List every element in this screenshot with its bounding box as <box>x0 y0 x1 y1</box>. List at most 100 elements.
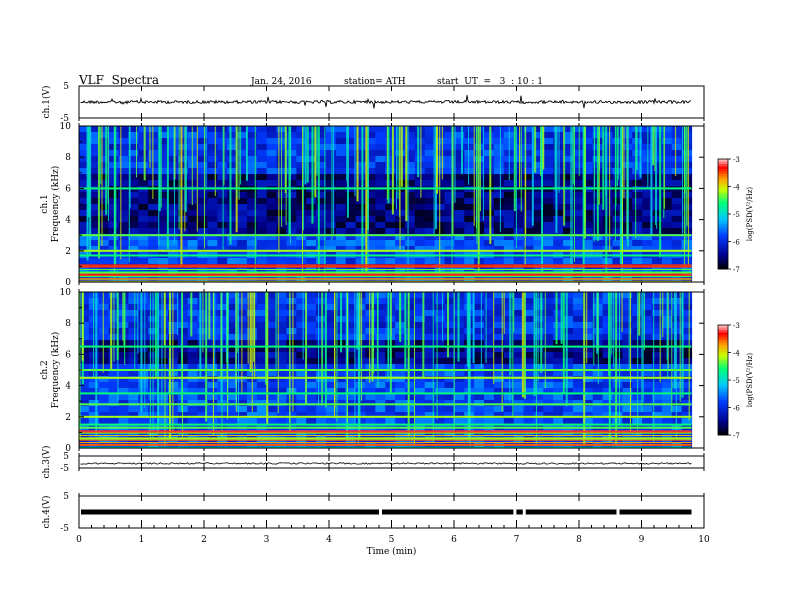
spectrogram-cell <box>128 394 139 401</box>
spectrogram-cell <box>227 234 238 241</box>
spectrogram-cell <box>681 388 693 395</box>
spectrogram-cell <box>642 204 653 211</box>
sferic-streak <box>208 292 211 340</box>
sferic-streak <box>493 292 495 385</box>
spectrogram-cell <box>128 418 139 425</box>
band-line <box>79 254 692 257</box>
spectrogram-cell <box>227 246 238 253</box>
spectrogram-cell <box>493 138 505 145</box>
sferic-streak <box>365 126 368 272</box>
spectrogram-cell <box>513 168 525 175</box>
band-line <box>79 278 692 280</box>
sferic-streak <box>673 292 676 389</box>
sferic-streak <box>371 292 374 382</box>
band-line <box>79 403 692 406</box>
sferic-streak <box>387 126 390 204</box>
spectrogram-cell <box>651 222 663 229</box>
spectrogram-cell <box>493 156 505 163</box>
colorbar-step <box>718 251 728 255</box>
spectrogram-cell <box>513 364 525 371</box>
spectrogram-cell <box>355 138 367 145</box>
spectrogram-cell <box>582 246 594 253</box>
spectrogram-cell <box>365 126 376 133</box>
spectrogram-cell <box>286 132 297 139</box>
spectrogram-cell <box>286 168 297 175</box>
spectrogram-cell <box>612 400 623 407</box>
spectrogram-cell <box>375 168 386 175</box>
spectrogram-cell <box>661 258 673 265</box>
spectrogram-cell <box>148 240 159 247</box>
sferic-streak <box>659 292 661 383</box>
spectrogram-cell <box>681 394 693 401</box>
spectrogram-cell <box>335 144 347 151</box>
spectrogram-cell <box>513 382 525 389</box>
spectrogram-cell <box>563 246 574 253</box>
spectrogram-cell <box>365 240 376 247</box>
colorbar-step <box>718 236 728 240</box>
spectrogram-cell <box>197 156 209 163</box>
sferic-streak <box>626 126 629 247</box>
y-tick-label: 10 <box>60 122 72 132</box>
spectrogram-cell <box>355 352 367 359</box>
sferic-streak <box>161 292 163 405</box>
spectrogram-cell <box>474 406 485 413</box>
spectrogram-cell <box>405 132 416 139</box>
sferic-streak <box>254 292 256 380</box>
spectrogram-cell <box>79 144 90 151</box>
spectrogram-cell <box>414 310 426 317</box>
spectrogram-cell <box>414 388 426 395</box>
sferic-streak <box>435 126 438 230</box>
spectrogram-cell <box>158 162 169 169</box>
spectrogram-cell <box>88 144 100 151</box>
spectrogram-cell <box>651 234 663 241</box>
colorbar-step <box>718 335 728 338</box>
spectrogram-cell <box>523 126 535 133</box>
colorbar-step <box>718 347 728 351</box>
sferic-streak <box>302 126 304 231</box>
spectrogram-cell <box>405 418 416 425</box>
spectrogram-cell <box>207 406 218 413</box>
spectrogram-cell <box>602 340 614 347</box>
spectrogram-cell <box>286 234 297 241</box>
spectrogram-cell <box>454 162 465 169</box>
spectrogram-cell <box>563 210 574 217</box>
spectrogram-cell <box>365 352 376 359</box>
spectrogram-cell <box>513 198 525 205</box>
spectrogram-cell <box>484 316 495 323</box>
spectrogram-cell <box>414 150 426 157</box>
spectrogram-cell <box>296 382 307 389</box>
spectrogram-cell <box>138 358 149 365</box>
spectrogram-cell <box>345 216 357 223</box>
sferic-streak <box>521 292 524 398</box>
sferic-streak <box>249 292 252 372</box>
spectrogram-cell <box>454 346 465 353</box>
spectrogram-cell <box>503 346 515 353</box>
spectrogram-cell <box>316 412 327 419</box>
spectrogram-cell <box>454 228 465 235</box>
spectrogram-cell <box>602 192 614 199</box>
colorbar-step <box>718 174 728 177</box>
spectrogram-cell <box>128 216 139 223</box>
spectrogram-cell <box>128 358 139 365</box>
spectrogram-cell <box>335 216 347 223</box>
spectrogram-cell <box>345 376 357 383</box>
spectrogram-cell <box>464 240 475 247</box>
spectrogram-cell <box>79 210 90 217</box>
spectrogram-cell <box>553 292 564 299</box>
spectrogram-cell <box>306 334 317 341</box>
spectrogram-cell <box>493 370 505 377</box>
spectrogram-cell <box>345 234 357 241</box>
colorbar-step <box>718 221 728 225</box>
spectrogram-cell <box>563 204 574 211</box>
spectrogram-cell <box>572 310 584 317</box>
spectrogram-cell <box>493 334 505 341</box>
spectrogram-cell <box>286 174 297 181</box>
spectrogram-cell <box>98 322 110 329</box>
spectrogram-cell <box>572 150 584 157</box>
frequency-axis-label: Frequency (kHz) <box>50 166 61 243</box>
sferic-streak <box>134 292 136 372</box>
spectrogram-cell <box>582 126 594 133</box>
sferic-streak <box>86 126 89 261</box>
spectrogram-cell <box>474 322 485 329</box>
spectrogram-cell <box>227 328 238 335</box>
